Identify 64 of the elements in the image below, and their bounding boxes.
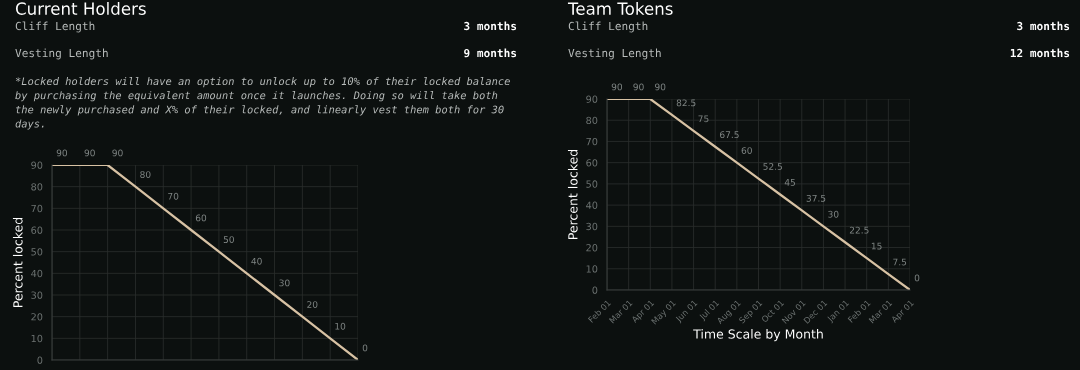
text: *Locked holders will have an option to unlock up to 10% of their locked balance by purchasing the equivalent amount once it launches. Doing so will take both the newly purchased and X% of their locked, and linearly vest them both for 30 days. xyxy=(15,77,510,130)
data-label: 0 xyxy=(914,274,920,282)
text: Vesting Length xyxy=(15,48,108,60)
data-label: 90 xyxy=(611,83,623,91)
y-tick-label: 80 xyxy=(31,183,43,191)
data-label: 40 xyxy=(251,257,262,265)
y-tick-label: 40 xyxy=(31,269,43,278)
data-label: 90 xyxy=(84,149,95,157)
y-axis-title: Percent locked xyxy=(567,149,578,239)
data-label: 22.5 xyxy=(849,226,869,234)
data-label: 60 xyxy=(195,214,207,222)
data-label: 70 xyxy=(168,192,179,200)
data-label: 37.5 xyxy=(806,194,826,202)
data-label: 0 xyxy=(362,344,368,352)
y-tick-label: 40 xyxy=(586,201,598,209)
text: 12 months xyxy=(1010,48,1070,58)
chart-title: Current Holders xyxy=(15,2,146,15)
y-axis-title: Percent locked xyxy=(12,217,23,307)
data-label: 67.5 xyxy=(720,131,739,139)
text: 3 months xyxy=(1017,21,1070,31)
line-series xyxy=(52,165,358,360)
data-label: 20 xyxy=(307,301,318,308)
text: Cliff Length xyxy=(15,21,95,33)
data-label: 30 xyxy=(279,279,290,287)
data-label: 90 xyxy=(655,83,666,91)
y-tick-label: 0 xyxy=(592,286,598,294)
data-label: 75 xyxy=(698,115,709,123)
y-tick-label: 10 xyxy=(31,334,43,343)
data-label: 82.5 xyxy=(676,99,696,107)
data-label: 60 xyxy=(741,147,752,154)
y-tick-label: 0 xyxy=(37,356,43,364)
y-tick-label: 10 xyxy=(586,265,598,273)
data-label: 45 xyxy=(784,179,796,186)
x-axis-title: Time Scale by Month xyxy=(693,329,823,342)
data-label: 80 xyxy=(140,171,151,178)
text: Vesting Length xyxy=(568,48,661,60)
y-tick-label: 20 xyxy=(586,244,598,252)
y-tick-label: 50 xyxy=(586,180,598,188)
data-label: 10 xyxy=(335,322,346,330)
y-tick-label: 60 xyxy=(586,159,598,167)
text: Cliff Length xyxy=(568,21,648,33)
data-label: 90 xyxy=(56,149,68,157)
line-series xyxy=(607,99,910,290)
data-label: 90 xyxy=(633,83,644,91)
y-tick-label: 20 xyxy=(31,313,43,321)
y-tick-label: 70 xyxy=(586,137,598,146)
y-tick-label: 90 xyxy=(31,161,43,169)
data-label: 30 xyxy=(828,210,839,218)
y-tick-label: 70 xyxy=(31,204,43,213)
data-label: 15 xyxy=(871,242,882,250)
y-tick-label: 60 xyxy=(31,226,43,234)
chart-title: Team Tokens xyxy=(567,2,673,15)
y-tick-label: 30 xyxy=(586,222,598,231)
x-tick-label: Jun 01 xyxy=(674,299,699,324)
data-label: 52.5 xyxy=(763,163,782,170)
y-tick-label: 90 xyxy=(586,95,598,103)
y-tick-label: 80 xyxy=(586,116,598,125)
text: 9 months xyxy=(464,48,517,58)
y-tick-label: 30 xyxy=(31,291,43,299)
text: 3 months xyxy=(464,21,517,31)
data-label: 7.5 xyxy=(893,258,907,266)
y-tick-label: 50 xyxy=(31,248,43,256)
data-label: 90 xyxy=(112,149,123,157)
data-label: 50 xyxy=(223,236,234,243)
